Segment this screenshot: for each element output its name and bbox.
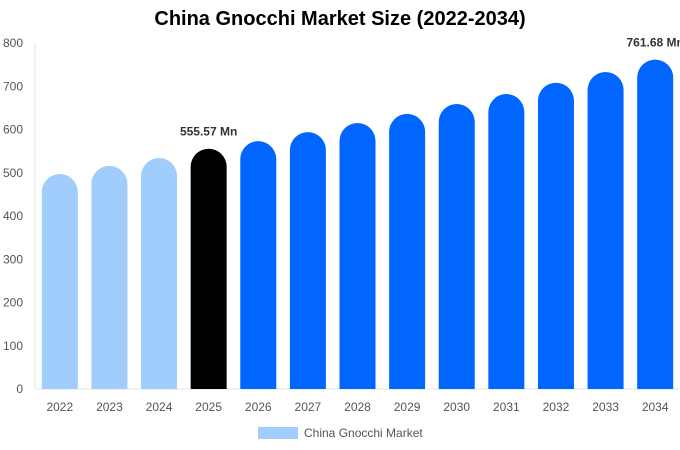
y-tick-label: 0 [16, 382, 23, 396]
bar-2030 [438, 103, 475, 390]
data-label: 555.57 Mn [180, 125, 237, 139]
bar-2031 [488, 94, 525, 389]
legend-swatch [258, 427, 298, 439]
bar-2025 [190, 148, 227, 389]
x-tick-label: 2027 [295, 400, 322, 414]
x-tick-label: 2034 [642, 400, 669, 414]
bar-2022 [41, 174, 78, 389]
legend-label: China Gnocchi Market [304, 426, 423, 440]
y-tick-label: 600 [3, 123, 23, 137]
y-tick-label: 100 [3, 339, 23, 353]
x-tick-label: 2031 [493, 400, 520, 414]
x-tick-label: 2028 [344, 400, 371, 414]
bar-2026 [240, 141, 277, 389]
y-tick-label: 700 [3, 79, 23, 93]
bar-2023 [91, 165, 128, 389]
bar-2033 [587, 71, 624, 389]
bar-2032 [537, 82, 574, 389]
x-tick-label: 2023 [96, 400, 123, 414]
x-tick-label: 2030 [443, 400, 470, 414]
x-tick-label: 2033 [592, 400, 619, 414]
y-tick-label: 200 [3, 296, 23, 310]
bar-2024 [141, 158, 178, 389]
x-tick-label: 2029 [394, 400, 421, 414]
x-tick-label: 2026 [245, 400, 272, 414]
y-tick-label: 500 [3, 166, 23, 180]
data-label: 761.68 Mn [627, 36, 680, 50]
x-tick-label: 2025 [195, 400, 222, 414]
y-tick-label: 800 [3, 36, 23, 50]
chart-title: China Gnocchi Market Size (2022-2034) [154, 8, 526, 30]
x-tick-label: 2022 [46, 400, 73, 414]
legend[interactable]: China Gnocchi Market [258, 426, 423, 440]
x-tick-label: 2032 [543, 400, 570, 414]
x-tick-label: 2024 [146, 400, 173, 414]
y-tick-label: 400 [3, 209, 23, 223]
bar-2028 [339, 123, 376, 389]
bar-2027 [289, 132, 326, 389]
y-tick-label: 300 [3, 252, 23, 266]
bar-2034 [637, 59, 674, 390]
bar-2029 [389, 113, 426, 389]
